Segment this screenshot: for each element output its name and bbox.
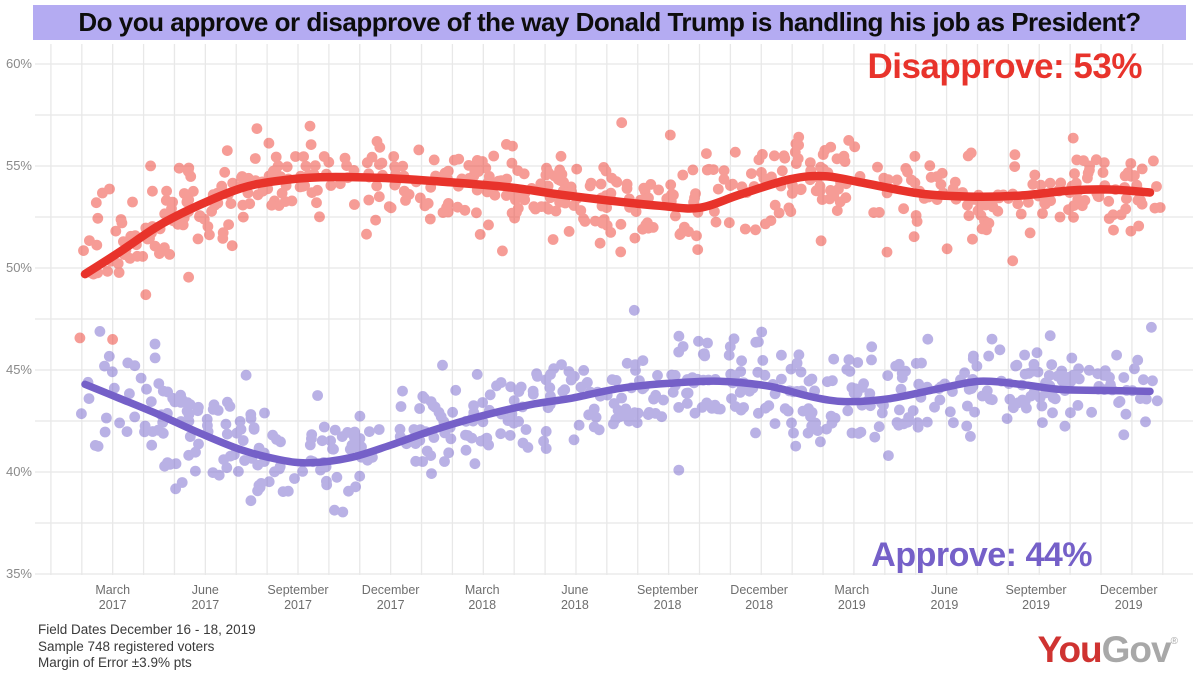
x-tick-march-2018: March 2018 — [464, 583, 500, 612]
footer-notes: Field Dates December 16 - 18, 2019 Sampl… — [38, 622, 256, 672]
y-tick-60: 60% — [5, 56, 32, 71]
y-tick-45: 45% — [5, 362, 32, 377]
field-dates-note: Field Dates December 16 - 18, 2019 — [38, 622, 256, 637]
y-tick-50: 50% — [5, 260, 32, 275]
y-tick-40: 40% — [5, 464, 32, 479]
x-tick-june-2017: June 2017 — [191, 583, 220, 612]
x-tick-december-2019: December 2019 — [1099, 583, 1158, 612]
y-tick-55: 55% — [5, 158, 32, 173]
disapprove-scatter-points — [74, 117, 1166, 345]
x-tick-march-2019: March 2019 — [834, 583, 870, 612]
yougov-logo-gov: Gov — [1101, 629, 1172, 670]
margin-of-error-note: Margin of Error ±3.9% pts — [38, 655, 192, 670]
approve-value-label: Approve: 44% — [871, 536, 1092, 574]
disapprove-trend-line — [80, 171, 1155, 279]
yougov-logo: YouGov® — [1038, 629, 1178, 671]
chart-title-banner: Do you approve or disapprove of the way … — [33, 5, 1186, 40]
x-tick-december-2018: December 2018 — [730, 583, 788, 612]
disapprove-value-label: Disapprove: 53% — [867, 47, 1142, 86]
yougov-logo-you: You — [1037, 629, 1103, 670]
approve-scatter-points — [76, 304, 1163, 518]
approve-trend-line — [81, 377, 1154, 467]
x-tick-september-2018: September 2018 — [636, 583, 699, 612]
x-tick-september-2017: September 2017 — [267, 583, 329, 612]
grid-lines — [35, 44, 1193, 575]
y-tick-35: 35% — [5, 566, 32, 581]
x-tick-september-2019: September 2019 — [1005, 583, 1067, 612]
chart-title: Do you approve or disapprove of the way … — [78, 7, 1141, 37]
registered-trademark-icon: ® — [1170, 636, 1178, 647]
x-tick-june-2019: June 2019 — [930, 583, 959, 612]
x-tick-june-2018: June 2018 — [560, 583, 589, 612]
x-tick-december-2017: December 2017 — [361, 583, 420, 612]
x-tick-march-2017: March 2017 — [95, 583, 131, 612]
sample-size-note: Sample 748 registered voters — [38, 638, 215, 654]
